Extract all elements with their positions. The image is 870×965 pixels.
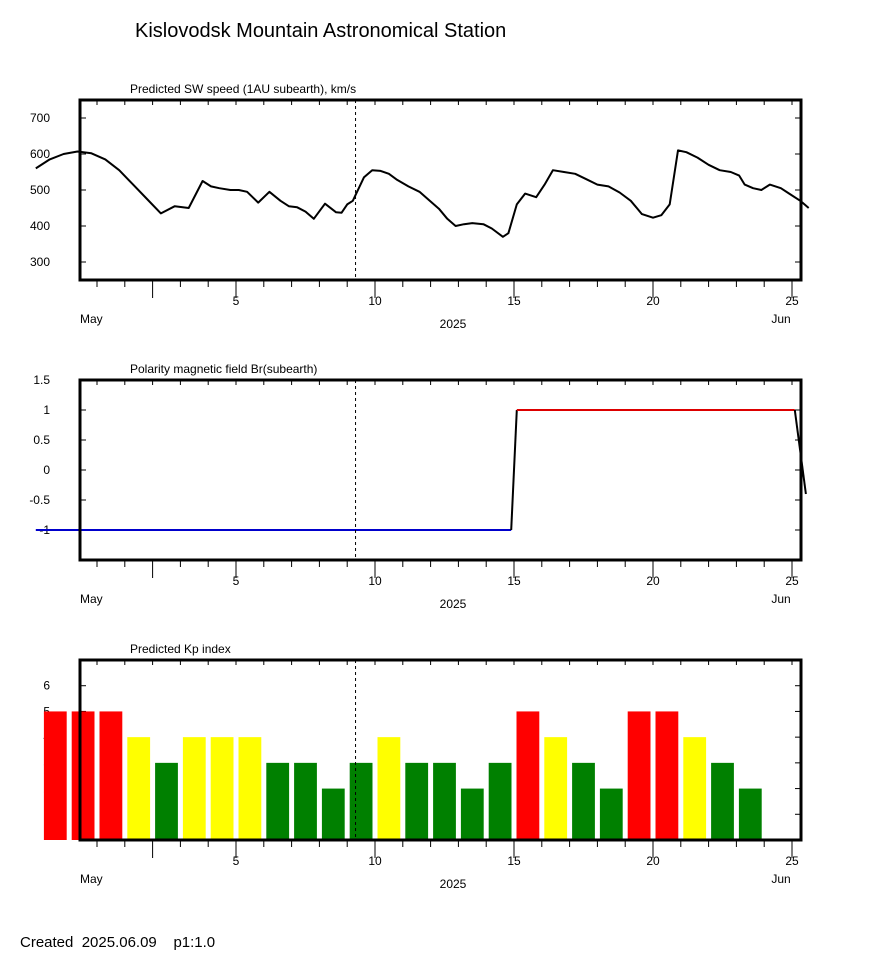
panel-3-kp-bar	[99, 711, 123, 840]
panel-3-kp-bar	[572, 762, 595, 840]
panel-3-kp-bar	[433, 762, 456, 840]
panel-2-month-start-label: May	[80, 592, 103, 606]
panel-3-month-end-label: Jun	[771, 872, 790, 886]
panel-2-ytick-label: 0	[43, 463, 50, 477]
panel-3-frame	[78, 658, 803, 842]
panel-3-kp-bar	[210, 737, 234, 840]
panel-3-kp-bar	[405, 762, 429, 840]
panel-3-kp-bar	[488, 762, 512, 840]
panel-1-ytick-label: 300	[30, 255, 50, 269]
panel-2-title: Polarity magnetic field Br(subearth)	[130, 362, 317, 376]
panel-3-kp-bar	[71, 711, 95, 840]
panel-3-kp-bar	[43, 711, 67, 840]
panel-1-month-start-label: May	[80, 312, 103, 326]
panel-2-series-2	[510, 409, 518, 531]
panel-3-title: Predicted Kp index	[130, 642, 231, 656]
panel-2-month-end-label: Jun	[771, 592, 790, 606]
panel-3-xtick-label: 15	[507, 854, 521, 868]
panel-2-xtick-label: 25	[785, 574, 799, 588]
panel-3-kp-bar	[627, 711, 651, 840]
panel-3-kp-bar	[377, 737, 401, 840]
panel-1-frame	[78, 98, 803, 282]
panel-3-kp-bar	[516, 711, 540, 840]
panel-1-year-label: 2025	[440, 317, 467, 331]
panel-1-xtick-label: 10	[368, 294, 382, 308]
panel-2-ytick-label: 0.5	[33, 433, 50, 447]
panel-3-kp-bar	[127, 737, 151, 840]
panel-2-xtick-label: 20	[646, 574, 660, 588]
panel-2-xtick-label: 10	[368, 574, 382, 588]
panel-3-kp-bar	[683, 737, 707, 840]
panel-2-ytick-label: 1	[43, 403, 50, 417]
panel-3-kp-bar	[544, 737, 568, 840]
panel-2-frame	[78, 378, 803, 562]
panel-1-title: Predicted SW speed (1AU subearth), km/s	[130, 82, 356, 96]
panel-3-kp-bar	[238, 737, 262, 840]
panel-3-xtick-label: 20	[646, 854, 660, 868]
panel-3-ytick-label: 6	[43, 679, 50, 693]
panel-3-kp-bar	[182, 737, 206, 840]
panel-1-xtick-label: 20	[646, 294, 660, 308]
panel-3-xtick-label: 5	[233, 854, 240, 868]
panel-1-xtick-label: 15	[507, 294, 521, 308]
panel-1-ytick-label: 700	[30, 111, 50, 125]
panel-2-ytick-label: -0.5	[29, 493, 50, 507]
panel-1-xtick-label: 25	[785, 294, 799, 308]
panel-3-kp-bar	[599, 788, 623, 840]
panel-2-year-label: 2025	[440, 597, 467, 611]
panel-3-kp-bar	[266, 762, 290, 840]
panel-1-xtick-label: 5	[233, 294, 240, 308]
panel-3-xtick-label: 10	[368, 854, 382, 868]
panel-2-xtick-label: 5	[233, 574, 240, 588]
panel-3-year-label: 2025	[440, 877, 467, 891]
panel-1-ytick-label: 600	[30, 147, 50, 161]
panel-3-kp-bar	[349, 762, 373, 840]
panel-3-kp-bar	[711, 762, 734, 840]
panel-2-ytick-label: 1.5	[33, 373, 50, 387]
panel-3-kp-bar	[738, 788, 762, 840]
panel-3-xtick-label: 25	[785, 854, 799, 868]
created-footer: Created 2025.06.09 p1:1.0	[20, 934, 216, 951]
panel-3-kp-bar	[294, 762, 317, 840]
panel-3-kp-bar	[321, 788, 345, 840]
panel-1-ytick-label: 500	[30, 183, 50, 197]
panel-3-kp-bar	[460, 788, 484, 840]
panel-3-kp-bar	[155, 762, 178, 840]
panel-2-xtick-label: 15	[507, 574, 521, 588]
panel-3-kp-bar	[655, 711, 679, 840]
panel-1-ytick-label: 400	[30, 219, 50, 233]
page-title: Kislovodsk Mountain Astronomical Station	[135, 20, 507, 42]
panel-1-series-1	[35, 149, 810, 238]
panel-1-month-end-label: Jun	[771, 312, 790, 326]
panel-3-month-start-label: May	[80, 872, 103, 886]
